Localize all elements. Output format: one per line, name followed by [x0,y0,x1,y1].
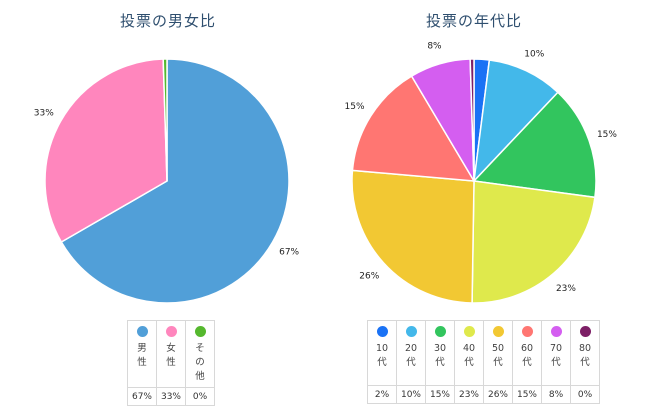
legend-label: その他 [195,343,205,382]
pie-slice-gender-0[interactable] [60,58,290,304]
legend-percent: 15% [512,385,542,404]
legend-label: 20 代 [404,343,418,368]
legend-item-age-6[interactable]: 70 代 [541,320,571,386]
legend-label: 50 代 [491,343,505,368]
legend-swatch [405,326,417,337]
legend-label: 60 代 [520,343,534,368]
legend-item-gender-2[interactable]: その他 [185,320,215,388]
legend-label: 男性 [137,343,147,368]
legend-item-gender-0[interactable]: 男性 [127,320,157,388]
pie-slice-age-1[interactable] [472,59,559,184]
data-label-age-5: 15% [345,102,365,112]
legend-percent: 8% [541,385,571,404]
legend-percent: 0% [570,385,600,404]
legend-label: 女性 [166,343,176,368]
legend-label: 30 代 [433,343,447,368]
legend-label: 40 代 [462,343,476,368]
chart-title-age: 投票の年代比 [425,12,522,30]
data-label-gender-1: 33% [34,108,54,118]
data-label-age-4: 26% [359,271,379,281]
legend-item-age-0[interactable]: 10 代 [367,320,397,386]
legend-swatch [165,326,177,337]
legend-item-age-7[interactable]: 80 代 [570,320,600,386]
legend-label: 70 代 [549,343,563,368]
legend-swatch [136,326,148,337]
legend-swatch [376,326,388,337]
legend-item-age-2[interactable]: 30 代 [425,320,455,386]
legend-percent: 26% [483,385,513,404]
legend-percent: 0% [185,387,215,406]
legend-swatch [194,326,206,337]
legend-item-age-1[interactable]: 20 代 [396,320,426,386]
chart-title-gender: 投票の男女比 [119,12,216,30]
legend-percent: 2% [367,385,397,404]
data-label-age-6: 8% [427,42,442,52]
legend-percent: 23% [454,385,484,404]
pie-slice-age-2[interactable] [472,91,597,199]
legend-swatch [521,326,533,337]
legend-gender: 男性女性 その他 67% 33% 0% [127,320,215,406]
legend-swatch [434,326,446,337]
legend-item-age-5[interactable]: 60 代 [512,320,542,386]
legend-swatch [550,326,562,337]
data-label-age-1: 10% [524,50,544,60]
legend-item-age-3[interactable]: 40 代 [454,320,484,386]
pie-slice-age-4[interactable] [351,169,475,304]
legend-swatch [579,326,591,337]
pie-slice-age-5[interactable] [351,75,476,182]
legend-percent: 67% [127,387,157,406]
legend-percent: 15% [425,385,455,404]
legend-label: 80 代 [578,343,592,368]
pie-slice-gender-1[interactable] [44,58,168,244]
data-label-age-2: 15% [597,130,617,140]
legend-item-age-4[interactable]: 50 代 [483,320,513,386]
pie-slice-age-3[interactable] [471,180,596,304]
legend-age: 10 代 20 代 30 代 40 代 50 代 60 代 70 代 80 代 2% 10% 15% 23% 26% 15… [367,320,600,404]
pie-slice-age-7[interactable] [469,58,475,182]
legend-swatch [463,326,475,337]
legend-percent: 10% [396,385,426,404]
legend-swatch [492,326,504,337]
data-label-age-3: 23% [556,284,576,294]
legend-label: 10 代 [375,343,389,368]
legend-percent: 33% [156,387,186,406]
pie-slice-gender-2[interactable] [162,58,168,182]
data-label-gender-0: 67% [279,248,299,258]
legend-item-gender-1[interactable]: 女性 [156,320,186,388]
